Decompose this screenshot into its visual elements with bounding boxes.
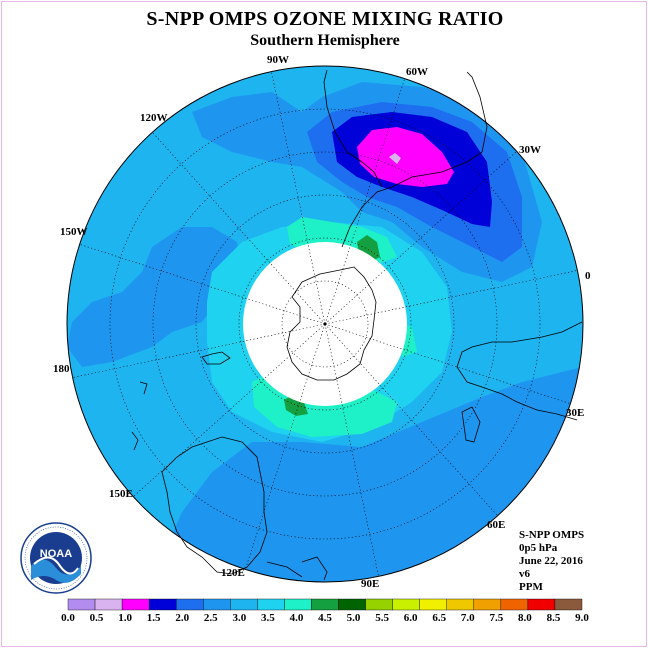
field-band-0-5 [389, 153, 401, 164]
colorbar-swatch [203, 598, 231, 611]
lon-label-90w: 90W [267, 54, 289, 66]
colorbar-swatch [148, 598, 177, 611]
lon-label-60w: 60W [406, 66, 428, 78]
south-pole-marker [323, 322, 327, 326]
lon-label-0: 0 [585, 270, 591, 282]
colorbar-swatch [365, 598, 393, 611]
colorbar-tick-label: 3.5 [261, 612, 275, 624]
colorbar-swatch [311, 598, 339, 611]
lat-circle-50s [152, 151, 498, 497]
colorbar-tick-label: 7.5 [489, 612, 503, 624]
colorbar-labels: 0.0 0.5 1.0 1.5 2.0 2.5 3.0 3.5 4.0 4.5 5.0 5.5 6.0 6… [61, 612, 589, 624]
map-title: S-NPP OMPS OZONE MIXING RATIO [146, 8, 504, 30]
australia-coast [161, 436, 268, 575]
lat-circle-60s [195, 194, 455, 454]
colorbar-swatch [230, 598, 258, 611]
colorbar-tick-label: 7.0 [461, 612, 475, 624]
lon-label-90e: 90E [361, 578, 379, 590]
colorbar-swatch [473, 598, 502, 611]
colorbar-swatch [94, 598, 123, 611]
colorbar-swatch [338, 598, 366, 611]
colorbar-swatch [419, 598, 447, 611]
colorbar-swatch [67, 598, 96, 611]
colorbar-tick-label: 5.0 [347, 612, 361, 624]
colorbar-tick-label: 5.5 [375, 612, 389, 624]
map-boundary [66, 65, 584, 583]
colorbar-tick-label: 0.5 [90, 612, 104, 624]
antarctica-coast [286, 266, 377, 381]
info-units: PPM [519, 581, 543, 593]
colorbar-tick-label: 2.0 [175, 612, 189, 624]
colorbar-swatch [527, 598, 556, 611]
lon-label-120e: 120E [221, 567, 245, 579]
graticule [72, 71, 578, 577]
colorbar-tick-label: 3.0 [232, 612, 246, 624]
madagascar-coast [461, 406, 481, 443]
info-level: 0p5 hPa [519, 542, 558, 554]
lon-label-30e: 30E [566, 407, 584, 419]
lon-label-30w: 30W [519, 144, 541, 156]
lon-label-180: 180 [53, 363, 70, 375]
colorbar-swatch [284, 598, 312, 611]
colorbar-tick-label: 4.5 [318, 612, 332, 624]
colorbar-tick-label: 6.5 [432, 612, 446, 624]
colorbar-tick-label: 8.0 [518, 612, 532, 624]
colorbar-swatch [500, 598, 529, 611]
lon-label-60e: 60E [487, 519, 505, 531]
lon-label-150w: 150W [60, 226, 88, 238]
colorbar-swatch [554, 598, 583, 611]
colorbar-swatch [176, 598, 204, 611]
noaa-logo: NOAA [20, 522, 92, 594]
map-subtitle: Southern Hemisphere [250, 32, 400, 49]
colorbar-tick-label: 2.5 [204, 612, 218, 624]
lat-circle-80s [281, 280, 369, 368]
lon-label-150e: 150E [109, 488, 133, 500]
south-america-coast [323, 69, 488, 248]
colorbar-swatch [446, 598, 474, 611]
colorbar-tick-label: 6.0 [404, 612, 418, 624]
coastlines [131, 69, 583, 581]
colorbar-tick-label: 4.0 [290, 612, 304, 624]
info-instrument: S-NPP OMPS [519, 529, 585, 541]
field-band-2-5-west [67, 227, 242, 367]
lat-circle-40s [109, 108, 541, 540]
colorbar-tick-label: 8.5 [547, 612, 561, 624]
info-date: June 22, 2016 [519, 555, 583, 567]
lat-circle-70s [238, 237, 412, 411]
lon-label-120w: 120W [140, 112, 168, 124]
colorbar-tick-label: 1.0 [118, 612, 132, 624]
colorbar-swatch [392, 598, 420, 611]
field-band-4-5-south [284, 394, 308, 416]
new-zealand-coast [131, 351, 231, 451]
colorbar-swatches [67, 598, 583, 611]
colorbar-swatch [257, 598, 285, 611]
info-version: v6 [519, 568, 530, 580]
colorbar-tick-label: 1.5 [147, 612, 161, 624]
svg-text:NOAA: NOAA [40, 548, 72, 560]
africa-coast [456, 321, 583, 421]
indonesia-coast [266, 556, 328, 581]
colorbar-tick-label: 9.0 [575, 612, 589, 624]
colorbar-tick-label: 0.0 [61, 612, 75, 624]
field-band-1-0 [357, 127, 454, 187]
colorbar-swatch [121, 598, 150, 611]
